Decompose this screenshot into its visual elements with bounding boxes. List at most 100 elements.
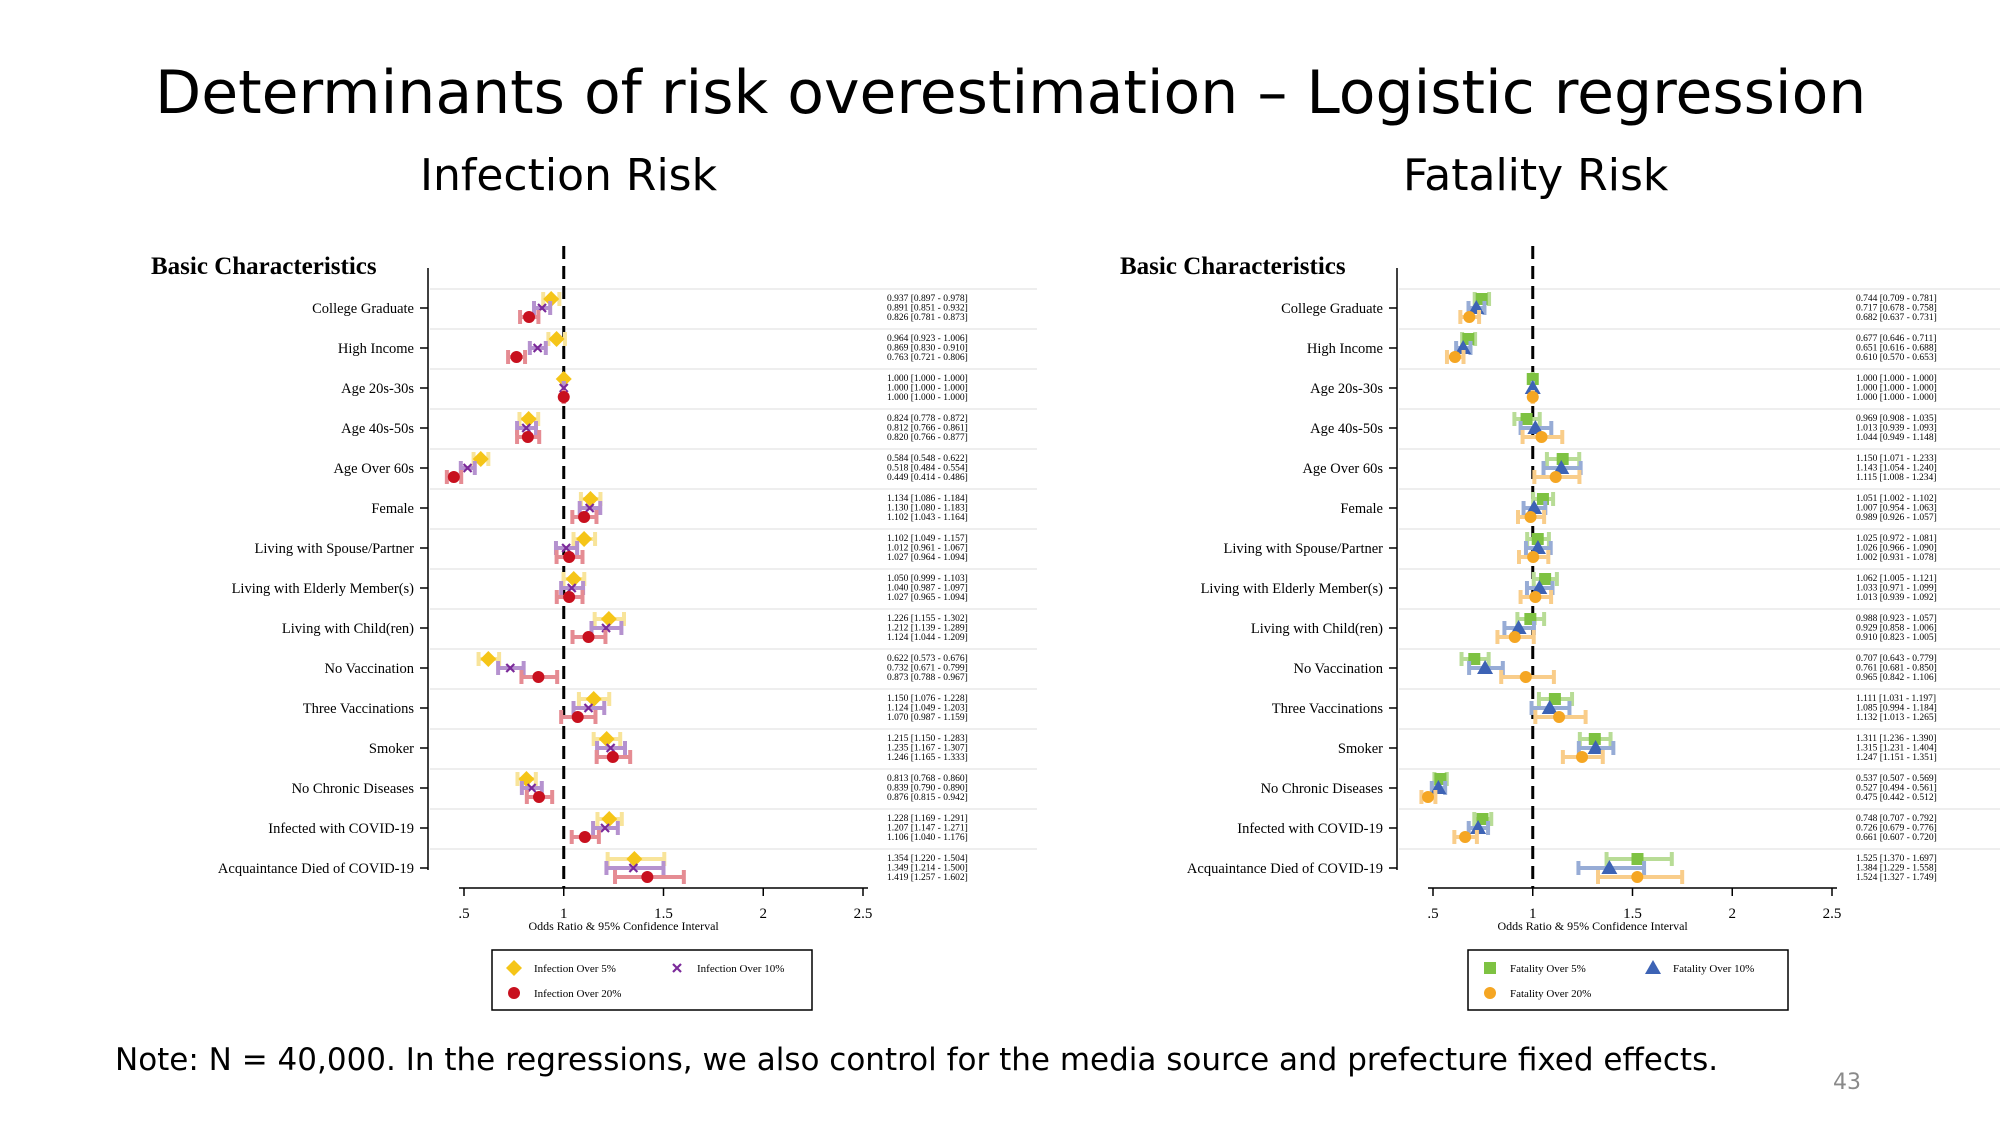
- point-infection-over-10: [584, 503, 595, 513]
- legend-label: Infection Over 5%: [534, 963, 616, 975]
- point-fatality-over-20: [1529, 591, 1542, 603]
- value-label: 1.062 [1.005 - 1.121]: [1856, 574, 1937, 584]
- point-fatality-over-10: [1541, 700, 1558, 714]
- x-stroke: [605, 743, 616, 753]
- point-fatality-over-10: [1526, 500, 1543, 514]
- point-infection-over-20: [563, 551, 576, 563]
- value-label: 0.677 [0.646 - 0.711]: [1856, 334, 1936, 344]
- legend-marker-infection-over-10: [672, 963, 682, 973]
- point-fatality-over-5: [1556, 453, 1569, 465]
- point-infection-over-10: [583, 703, 594, 713]
- value-label: 0.527 [0.494 - 0.561]: [1856, 784, 1937, 794]
- value-label: 0.826 [0.781 - 0.873]: [887, 313, 968, 323]
- value-label: 0.988 [0.923 - 1.057]: [1856, 614, 1937, 624]
- point-fatality-over-10: [1524, 380, 1541, 394]
- point-infection-over-20: [641, 871, 654, 883]
- section-label: Basic Characteristics: [151, 253, 377, 280]
- point-fatality-over-20: [1576, 751, 1589, 763]
- category-label-age-40s-50s: Age 40s-50s: [1310, 421, 1383, 437]
- value-label: 0.839 [0.790 - 0.890]: [887, 784, 968, 794]
- point-infection-over-5: [582, 491, 599, 507]
- value-label: 1.050 [0.999 - 1.103]: [887, 574, 968, 584]
- x-stroke: [672, 963, 682, 973]
- legend-marker-fatality-over-5: [1484, 962, 1496, 974]
- page-number: 43: [1833, 1070, 1861, 1095]
- category-label-age-20s-30s: Age 20s-30s: [1310, 381, 1383, 397]
- point-infection-over-20: [578, 831, 591, 843]
- value-label: 0.732 [0.671 - 0.799]: [887, 664, 968, 674]
- value-label: 1.033 [0.971 - 1.099]: [1856, 584, 1937, 594]
- x-stroke: [462, 463, 473, 473]
- value-label: 1.150 [1.076 - 1.228]: [887, 694, 968, 704]
- point-fatality-over-20: [1463, 311, 1476, 323]
- point-infection-over-5: [598, 731, 615, 747]
- point-infection-over-20: [563, 591, 576, 603]
- point-fatality-over-20: [1631, 871, 1644, 883]
- point-infection-over-10: [558, 383, 569, 393]
- value-label: 1.000 [1.000 - 1.000]: [887, 384, 968, 394]
- x-tick-label: 2.5: [1823, 906, 1842, 922]
- value-label: 0.824 [0.778 - 0.872]: [887, 414, 968, 424]
- point-infection-over-10: [561, 543, 571, 553]
- value-label: 1.226 [1.155 - 1.302]: [887, 614, 968, 624]
- category-label-living-with-spouse-partner: Living with Spouse/Partner: [255, 541, 415, 557]
- point-fatality-over-10: [1477, 660, 1494, 674]
- category-label-female: Female: [371, 501, 414, 517]
- value-label: 1.106 [1.040 - 1.176]: [887, 833, 968, 843]
- value-label: 1.000 [1.000 - 1.000]: [1856, 393, 1937, 403]
- value-label: 0.891 [0.851 - 0.932]: [887, 304, 968, 314]
- category-label-three-vaccinations: Three Vaccinations: [1272, 701, 1384, 717]
- value-label: 1.102 [1.049 - 1.157]: [887, 534, 968, 544]
- point-fatality-over-20: [1519, 671, 1532, 683]
- point-infection-over-5: [601, 811, 618, 827]
- point-infection-over-10: [532, 343, 543, 353]
- category-label-three-vaccinations: Three Vaccinations: [303, 701, 415, 717]
- value-label: 0.761 [0.681 - 0.850]: [1856, 664, 1937, 674]
- point-fatality-over-5: [1526, 373, 1539, 385]
- value-label: 1.002 [0.931 - 1.078]: [1856, 553, 1937, 563]
- value-label: 1.315 [1.231 - 1.404]: [1856, 744, 1937, 754]
- point-infection-over-5: [480, 651, 497, 667]
- category-label-living-with-child-ren: Living with Child(ren): [1251, 621, 1383, 637]
- category-label-living-with-child-ren: Living with Child(ren): [282, 621, 414, 637]
- value-label: 0.717 [0.678 - 0.758]: [1856, 304, 1937, 314]
- value-label: 1.025 [0.972 - 1.081]: [1856, 534, 1937, 544]
- point-fatality-over-10: [1531, 580, 1548, 594]
- value-label: 0.622 [0.573 - 0.676]: [887, 654, 968, 664]
- x-stroke: [558, 383, 569, 393]
- x-stroke: [521, 423, 532, 433]
- point-infection-over-10: [526, 783, 537, 793]
- slide-title: Determinants of risk overestimation – Lo…: [155, 58, 1867, 128]
- category-label-age-over-60s: Age Over 60s: [333, 461, 414, 477]
- legend: Infection Over 5% Infection Over 10% Infec…: [491, 949, 813, 1011]
- point-fatality-over-5: [1476, 813, 1489, 825]
- value-label: 1.349 [1.214 - 1.500]: [887, 864, 968, 874]
- value-label: 1.419 [1.257 - 1.602]: [887, 873, 968, 883]
- point-infection-over-20: [521, 431, 534, 443]
- category-label-high-income: High Income: [1307, 341, 1383, 357]
- value-label: 0.475 [0.442 - 0.512]: [1856, 793, 1937, 803]
- category-label-no-chronic-diseases: No Chronic Diseases: [1261, 781, 1384, 797]
- category-label-acquaintance-died-of-covid-19: Acquaintance Died of COVID-19: [1187, 861, 1383, 877]
- value-label: 0.965 [0.842 - 1.106]: [1856, 673, 1937, 683]
- value-label: 0.937 [0.897 - 0.978]: [887, 294, 968, 304]
- value-label: 1.115 [1.008 - 1.234]: [1856, 473, 1936, 483]
- point-fatality-over-5: [1468, 653, 1481, 665]
- legend-label: Fatality Over 5%: [1510, 963, 1586, 975]
- point-infection-over-20: [510, 351, 523, 363]
- point-fatality-over-20: [1524, 511, 1537, 523]
- value-label: 0.876 [0.815 - 0.942]: [887, 793, 968, 803]
- point-fatality-over-5: [1520, 413, 1533, 425]
- point-infection-over-20: [532, 671, 545, 683]
- value-label: 1.143 [1.054 - 1.240]: [1856, 464, 1937, 474]
- point-fatality-over-20: [1459, 831, 1472, 843]
- value-label: 1.525 [1.370 - 1.697]: [1856, 854, 1937, 864]
- category-label-high-income: High Income: [338, 341, 414, 357]
- x-tick-label: 2: [1729, 906, 1737, 922]
- value-label: 1.111 [1.031 - 1.197]: [1856, 694, 1936, 704]
- point-infection-over-10: [601, 623, 611, 633]
- value-label: 1.007 [0.954 - 1.063]: [1856, 504, 1937, 514]
- point-infection-over-20: [582, 631, 595, 643]
- point-fatality-over-10: [1587, 740, 1604, 754]
